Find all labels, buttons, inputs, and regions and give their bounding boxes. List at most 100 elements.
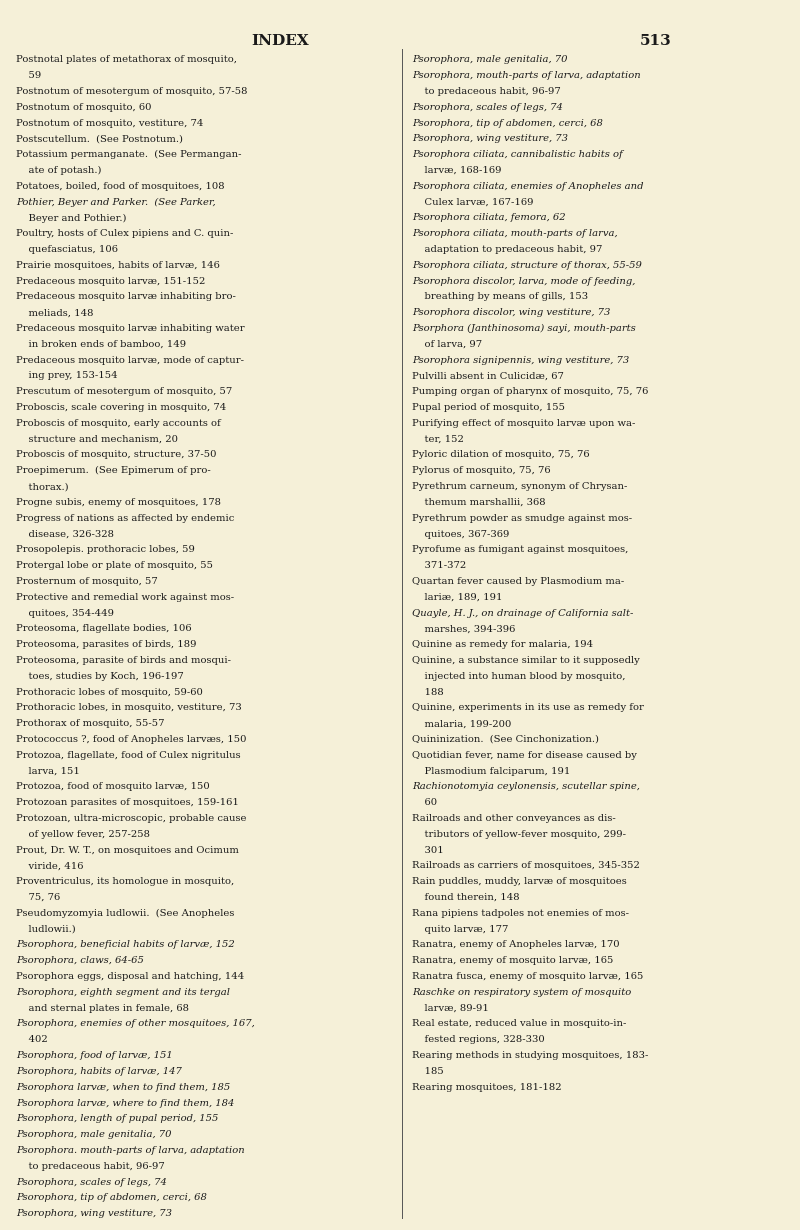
Text: Predaceous mosquito larvæ inhabiting water: Predaceous mosquito larvæ inhabiting wat… bbox=[16, 323, 245, 333]
Text: Proteosoma, parasite of birds and mosqui-: Proteosoma, parasite of birds and mosqui… bbox=[16, 656, 231, 665]
Text: Raschke on respiratory system of mosquito: Raschke on respiratory system of mosquit… bbox=[412, 988, 631, 996]
Text: Psorophora, male genitalia, 70: Psorophora, male genitalia, 70 bbox=[412, 55, 567, 64]
Text: Psorophora, tip of abdomen, cerci, 68: Psorophora, tip of abdomen, cerci, 68 bbox=[16, 1193, 207, 1203]
Text: ludlowii.): ludlowii.) bbox=[16, 925, 76, 934]
Text: 75, 76: 75, 76 bbox=[16, 893, 60, 902]
Text: Protective and remedial work against mos-: Protective and remedial work against mos… bbox=[16, 593, 234, 601]
Text: Proteosoma, flagellate bodies, 106: Proteosoma, flagellate bodies, 106 bbox=[16, 625, 192, 633]
Text: quito larvæ, 177: quito larvæ, 177 bbox=[412, 925, 508, 934]
Text: Progne subis, enemy of mosquitoes, 178: Progne subis, enemy of mosquitoes, 178 bbox=[16, 498, 221, 507]
Text: Prosternum of mosquito, 57: Prosternum of mosquito, 57 bbox=[16, 577, 158, 585]
Text: Psorophora ciliata, femora, 62: Psorophora ciliata, femora, 62 bbox=[412, 214, 566, 223]
Text: Psorophora eggs, disposal and hatching, 144: Psorophora eggs, disposal and hatching, … bbox=[16, 972, 244, 982]
Text: 371-372: 371-372 bbox=[412, 561, 466, 571]
Text: Pumping organ of pharynx of mosquito, 75, 76: Pumping organ of pharynx of mosquito, 75… bbox=[412, 387, 648, 396]
Text: Psorophora ciliata, structure of thorax, 55-59: Psorophora ciliata, structure of thorax,… bbox=[412, 261, 642, 269]
Text: Psorophora, scales of legs, 74: Psorophora, scales of legs, 74 bbox=[16, 1177, 167, 1187]
Text: Pyrethrum carneum, synonym of Chrysan-: Pyrethrum carneum, synonym of Chrysan- bbox=[412, 482, 627, 491]
Text: Protozoa, flagellate, food of Culex nigritulus: Protozoa, flagellate, food of Culex nigr… bbox=[16, 750, 241, 760]
Text: Protozoan, ultra-microscopic, probable cause: Protozoan, ultra-microscopic, probable c… bbox=[16, 814, 246, 823]
Text: fested regions, 328-330: fested regions, 328-330 bbox=[412, 1036, 545, 1044]
Text: Prosopolepis. prothoracic lobes, 59: Prosopolepis. prothoracic lobes, 59 bbox=[16, 545, 195, 555]
Text: Predaceous mosquito larvæ, mode of captur-: Predaceous mosquito larvæ, mode of captu… bbox=[16, 355, 244, 364]
Text: Postnotum of mosquito, 60: Postnotum of mosquito, 60 bbox=[16, 103, 151, 112]
Text: Beyer and Pothier.): Beyer and Pothier.) bbox=[16, 214, 126, 223]
Text: INDEX: INDEX bbox=[251, 34, 309, 48]
Text: Quinine, a substance similar to it supposedly: Quinine, a substance similar to it suppo… bbox=[412, 656, 640, 665]
Text: Postnotum of mosquito, vestiture, 74: Postnotum of mosquito, vestiture, 74 bbox=[16, 118, 203, 128]
Text: to predaceous habit, 96-97: to predaceous habit, 96-97 bbox=[412, 87, 561, 96]
Text: Proepimerum.  (See Epimerum of pro-: Proepimerum. (See Epimerum of pro- bbox=[16, 466, 210, 476]
Text: Pyloric dilation of mosquito, 75, 76: Pyloric dilation of mosquito, 75, 76 bbox=[412, 450, 590, 460]
Text: Pyrethrum powder as smudge against mos-: Pyrethrum powder as smudge against mos- bbox=[412, 514, 632, 523]
Text: Psorophora, wing vestiture, 73: Psorophora, wing vestiture, 73 bbox=[16, 1209, 172, 1218]
Text: Pothier, Beyer and Parker.  (See Parker,: Pothier, Beyer and Parker. (See Parker, bbox=[16, 198, 216, 207]
Text: Rain puddles, muddy, larvæ of mosquitoes: Rain puddles, muddy, larvæ of mosquitoes bbox=[412, 877, 626, 887]
Text: Psorophora signipennis, wing vestiture, 73: Psorophora signipennis, wing vestiture, … bbox=[412, 355, 630, 364]
Text: disease, 326-328: disease, 326-328 bbox=[16, 530, 114, 539]
Text: Prout, Dr. W. T., on mosquitoes and Ocimum: Prout, Dr. W. T., on mosquitoes and Ocim… bbox=[16, 846, 239, 855]
Text: Prothoracic lobes, in mosquito, vestiture, 73: Prothoracic lobes, in mosquito, vestitur… bbox=[16, 704, 242, 712]
Text: Purifying effect of mosquito larvæ upon wa-: Purifying effect of mosquito larvæ upon … bbox=[412, 419, 635, 428]
Text: 188: 188 bbox=[412, 688, 444, 696]
Text: quefasciatus, 106: quefasciatus, 106 bbox=[16, 245, 118, 255]
Text: Prothoracic lobes of mosquito, 59-60: Prothoracic lobes of mosquito, 59-60 bbox=[16, 688, 203, 696]
Text: Proventriculus, its homologue in mosquito,: Proventriculus, its homologue in mosquit… bbox=[16, 877, 234, 887]
Text: Psorophora, enemies of other mosquitoes, 167,: Psorophora, enemies of other mosquitoes,… bbox=[16, 1020, 254, 1028]
Text: 60: 60 bbox=[412, 798, 437, 807]
Text: 402: 402 bbox=[16, 1036, 48, 1044]
Text: Prothorax of mosquito, 55-57: Prothorax of mosquito, 55-57 bbox=[16, 720, 165, 728]
Text: Quinine, experiments in its use as remedy for: Quinine, experiments in its use as remed… bbox=[412, 704, 644, 712]
Text: Proteosoma, parasites of birds, 189: Proteosoma, parasites of birds, 189 bbox=[16, 640, 197, 649]
Text: Plasmodium falciparum, 191: Plasmodium falciparum, 191 bbox=[412, 766, 570, 776]
Text: Psorophora ciliata, mouth-parts of larva,: Psorophora ciliata, mouth-parts of larva… bbox=[412, 229, 618, 239]
Text: ter, 152: ter, 152 bbox=[412, 434, 464, 444]
Text: Protergal lobe or plate of mosquito, 55: Protergal lobe or plate of mosquito, 55 bbox=[16, 561, 213, 571]
Text: structure and mechanism, 20: structure and mechanism, 20 bbox=[16, 434, 178, 444]
Text: Psorophora, claws, 64-65: Psorophora, claws, 64-65 bbox=[16, 956, 144, 966]
Text: 301: 301 bbox=[412, 846, 444, 855]
Text: and sternal plates in female, 68: and sternal plates in female, 68 bbox=[16, 1004, 189, 1012]
Text: Psorophora, wing vestiture, 73: Psorophora, wing vestiture, 73 bbox=[412, 134, 568, 144]
Text: Psorophora, mouth-parts of larva, adaptation: Psorophora, mouth-parts of larva, adapta… bbox=[412, 71, 641, 80]
Text: injected into human blood by mosquito,: injected into human blood by mosquito, bbox=[412, 672, 626, 680]
Text: Psorophora. mouth-parts of larva, adaptation: Psorophora. mouth-parts of larva, adapta… bbox=[16, 1146, 245, 1155]
Text: Predaceous mosquito larvæ inhabiting bro-: Predaceous mosquito larvæ inhabiting bro… bbox=[16, 293, 236, 301]
Text: thorax.): thorax.) bbox=[16, 482, 69, 491]
Text: Pulvilli absent in Culicidæ, 67: Pulvilli absent in Culicidæ, 67 bbox=[412, 371, 564, 380]
Text: larvæ, 168-169: larvæ, 168-169 bbox=[412, 166, 502, 175]
Text: toes, studies by Koch, 196-197: toes, studies by Koch, 196-197 bbox=[16, 672, 184, 680]
Text: Proboscis of mosquito, early accounts of: Proboscis of mosquito, early accounts of bbox=[16, 419, 221, 428]
Text: Psorophora, male genitalia, 70: Psorophora, male genitalia, 70 bbox=[16, 1130, 171, 1139]
Text: Progress of nations as affected by endemic: Progress of nations as affected by endem… bbox=[16, 514, 234, 523]
Text: Quotidian fever, name for disease caused by: Quotidian fever, name for disease caused… bbox=[412, 750, 637, 760]
Text: Psorophora discolor, wing vestiture, 73: Psorophora discolor, wing vestiture, 73 bbox=[412, 309, 610, 317]
Text: Psorophora ciliata, cannibalistic habits of: Psorophora ciliata, cannibalistic habits… bbox=[412, 150, 622, 159]
Text: 185: 185 bbox=[412, 1066, 444, 1076]
Text: Protozoan parasites of mosquitoes, 159-161: Protozoan parasites of mosquitoes, 159-1… bbox=[16, 798, 239, 807]
Text: Psorophora, scales of legs, 74: Psorophora, scales of legs, 74 bbox=[412, 103, 563, 112]
Text: tributors of yellow-fever mosquito, 299-: tributors of yellow-fever mosquito, 299- bbox=[412, 830, 626, 839]
Text: Pupal period of mosquito, 155: Pupal period of mosquito, 155 bbox=[412, 403, 565, 412]
Text: Railroads and other conveyances as dis-: Railroads and other conveyances as dis- bbox=[412, 814, 616, 823]
Text: larva, 151: larva, 151 bbox=[16, 766, 80, 776]
Text: quitoes, 354-449: quitoes, 354-449 bbox=[16, 609, 114, 617]
Text: lariæ, 189, 191: lariæ, 189, 191 bbox=[412, 593, 502, 601]
Text: Rearing mosquitoes, 181-182: Rearing mosquitoes, 181-182 bbox=[412, 1082, 562, 1092]
Text: Psorophora, food of larvæ, 151: Psorophora, food of larvæ, 151 bbox=[16, 1052, 173, 1060]
Text: Prescutum of mesotergum of mosquito, 57: Prescutum of mesotergum of mosquito, 57 bbox=[16, 387, 232, 396]
Text: malaria, 199-200: malaria, 199-200 bbox=[412, 720, 511, 728]
Text: Psorophora, tip of abdomen, cerci, 68: Psorophora, tip of abdomen, cerci, 68 bbox=[412, 118, 603, 128]
Text: Psorophora larvæ, where to find them, 184: Psorophora larvæ, where to find them, 18… bbox=[16, 1098, 234, 1107]
Text: Ranatra, enemy of mosquito larvæ, 165: Ranatra, enemy of mosquito larvæ, 165 bbox=[412, 956, 614, 966]
Text: ing prey, 153-154: ing prey, 153-154 bbox=[16, 371, 118, 380]
Text: Quartan fever caused by Plasmodium ma-: Quartan fever caused by Plasmodium ma- bbox=[412, 577, 624, 585]
Text: Psorophora, habits of larvæ, 147: Psorophora, habits of larvæ, 147 bbox=[16, 1066, 182, 1076]
Text: Proboscis, scale covering in mosquito, 74: Proboscis, scale covering in mosquito, 7… bbox=[16, 403, 226, 412]
Text: viride, 416: viride, 416 bbox=[16, 861, 83, 871]
Text: Psorophora larvæ, when to find them, 185: Psorophora larvæ, when to find them, 185 bbox=[16, 1082, 230, 1092]
Text: breathing by means of gills, 153: breathing by means of gills, 153 bbox=[412, 293, 588, 301]
Text: meliads, 148: meliads, 148 bbox=[16, 309, 94, 317]
Text: Pylorus of mosquito, 75, 76: Pylorus of mosquito, 75, 76 bbox=[412, 466, 550, 475]
Text: 513: 513 bbox=[640, 34, 672, 48]
